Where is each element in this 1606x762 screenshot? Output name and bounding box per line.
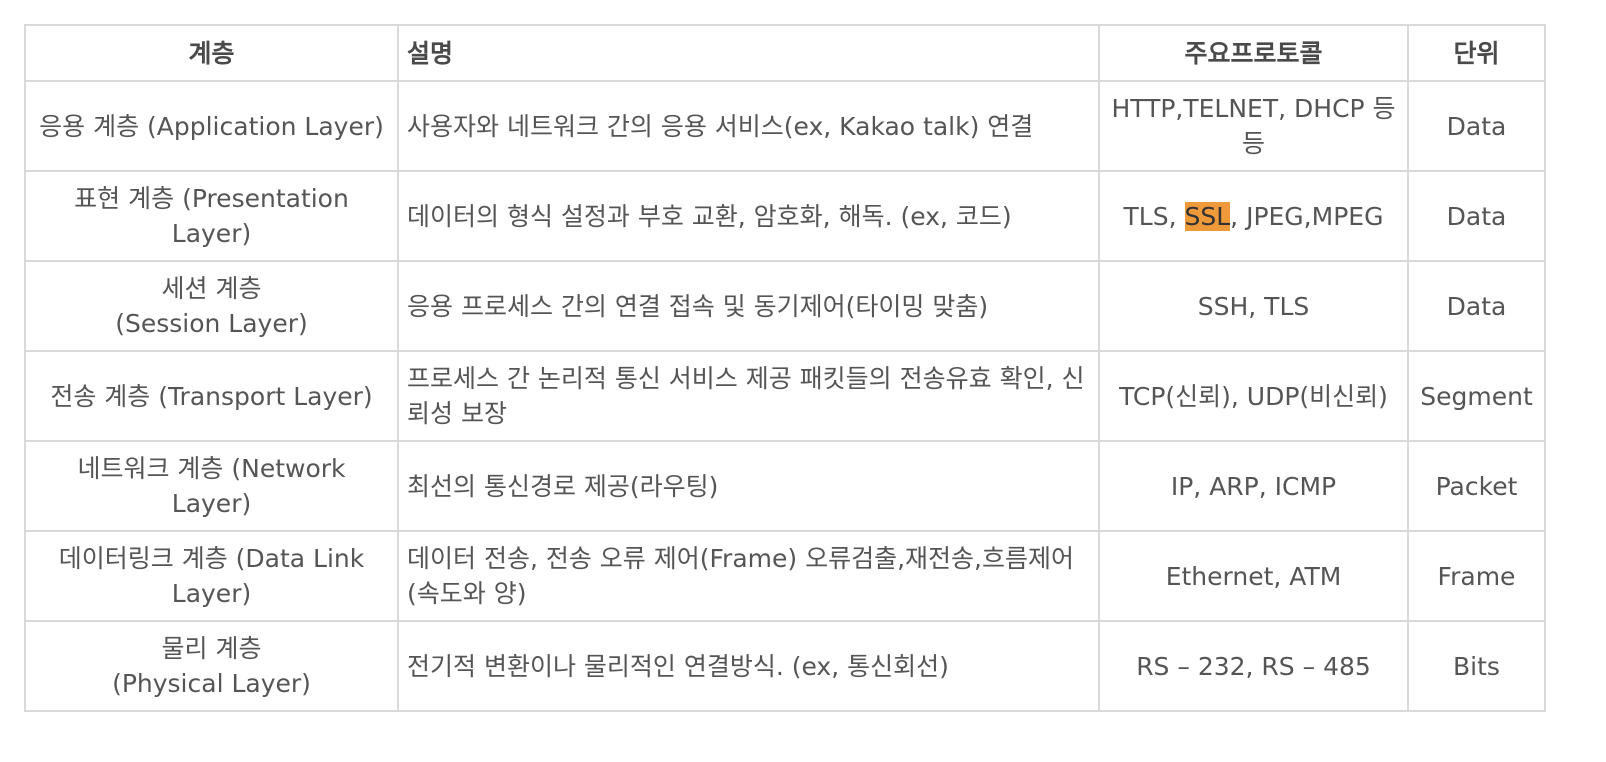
layer-protocols: TLS, SSL, JPEG,MPEG bbox=[1098, 170, 1409, 262]
table-row: 세션 계층 (Session Layer) 응용 프로세스 간의 연결 접속 및 … bbox=[24, 260, 1546, 352]
layer-protocols: HTTP,TELNET, DHCP 등등 bbox=[1098, 80, 1409, 172]
table-header: 계층 설명 주요프로토콜 단위 bbox=[24, 24, 1546, 82]
layer-description: 전기적 변환이나 물리적인 연결방식. (ex, 통신회선) bbox=[397, 620, 1100, 712]
layer-name-line2: (Session Layer) bbox=[115, 309, 308, 338]
header-protocols: 주요프로토콜 bbox=[1098, 24, 1409, 82]
layer-description: 데이터 전송, 전송 오류 제어(Frame) 오류검출,재전송,흐름제어(속도… bbox=[397, 530, 1100, 622]
table-row: 데이터링크 계층 (Data Link Layer) 데이터 전송, 전송 오류… bbox=[24, 530, 1546, 622]
table-row: 응용 계층 (Application Layer) 사용자와 네트워크 간의 응… bbox=[24, 80, 1546, 172]
layer-description: 사용자와 네트워크 간의 응용 서비스(ex, Kakao talk) 연결 bbox=[397, 80, 1100, 172]
layer-unit: Data bbox=[1407, 80, 1546, 172]
layer-protocols: RS – 232, RS – 485 bbox=[1098, 620, 1409, 712]
layer-protocols: Ethernet, ATM bbox=[1098, 530, 1409, 622]
layer-protocols: TCP(신뢰), UDP(비신뢰) bbox=[1098, 350, 1409, 442]
table-row: 물리 계층 (Physical Layer) 전기적 변환이나 물리적인 연결방식… bbox=[24, 620, 1546, 712]
layer-description: 데이터의 형식 설정과 부호 교환, 암호화, 해독. (ex, 코드) bbox=[397, 170, 1100, 262]
osi-layers-table: 계층 설명 주요프로토콜 단위 응용 계층 (Application Layer… bbox=[24, 24, 1546, 712]
layer-unit: Packet bbox=[1407, 440, 1546, 532]
layer-name: 데이터링크 계층 (Data Link Layer) bbox=[24, 530, 399, 622]
layer-description: 프로세스 간 논리적 통신 서비스 제공 패킷들의 전송유효 확인, 신뢰성 보… bbox=[397, 350, 1100, 442]
table-row: 네트워크 계층 (Network Layer) 최선의 통신경로 제공(라우팅)… bbox=[24, 440, 1546, 532]
layer-name: 표현 계층 (Presentation Layer) bbox=[24, 170, 399, 262]
table-row: 전송 계층 (Transport Layer) 프로세스 간 논리적 통신 서비… bbox=[24, 350, 1546, 442]
layer-unit: Frame bbox=[1407, 530, 1546, 622]
protocols-text-after: , JPEG,MPEG bbox=[1230, 201, 1384, 231]
layer-protocols: SSH, TLS bbox=[1098, 260, 1409, 352]
layer-name: 네트워크 계층 (Network Layer) bbox=[24, 440, 399, 532]
layer-name-line1: 물리 계층 bbox=[161, 634, 262, 663]
layer-unit: Bits bbox=[1407, 620, 1546, 712]
layer-unit: Segment bbox=[1407, 350, 1546, 442]
protocols-text-before: TLS, bbox=[1123, 201, 1185, 231]
header-description: 설명 bbox=[397, 24, 1100, 82]
header-layer: 계층 bbox=[24, 24, 399, 82]
table-row: 표현 계층 (Presentation Layer) 데이터의 형식 설정과 부… bbox=[24, 170, 1546, 262]
layer-name-line2: (Physical Layer) bbox=[112, 669, 311, 698]
layer-description: 응용 프로세스 간의 연결 접속 및 동기제어(타이밍 맞춤) bbox=[397, 260, 1100, 352]
header-row: 계층 설명 주요프로토콜 단위 bbox=[24, 24, 1546, 82]
layer-unit: Data bbox=[1407, 260, 1546, 352]
layer-name: 응용 계층 (Application Layer) bbox=[24, 80, 399, 172]
layer-name-line1: 세션 계층 bbox=[161, 274, 262, 303]
header-unit: 단위 bbox=[1407, 24, 1546, 82]
layer-name: 전송 계층 (Transport Layer) bbox=[24, 350, 399, 442]
layer-name: 세션 계층 (Session Layer) bbox=[24, 260, 399, 352]
layer-name: 물리 계층 (Physical Layer) bbox=[24, 620, 399, 712]
layer-unit: Data bbox=[1407, 170, 1546, 262]
table-body: 응용 계층 (Application Layer) 사용자와 네트워크 간의 응… bbox=[24, 80, 1546, 712]
layer-description: 최선의 통신경로 제공(라우팅) bbox=[397, 440, 1100, 532]
highlighted-protocol: SSL bbox=[1184, 201, 1231, 231]
layer-protocols: IP, ARP, ICMP bbox=[1098, 440, 1409, 532]
